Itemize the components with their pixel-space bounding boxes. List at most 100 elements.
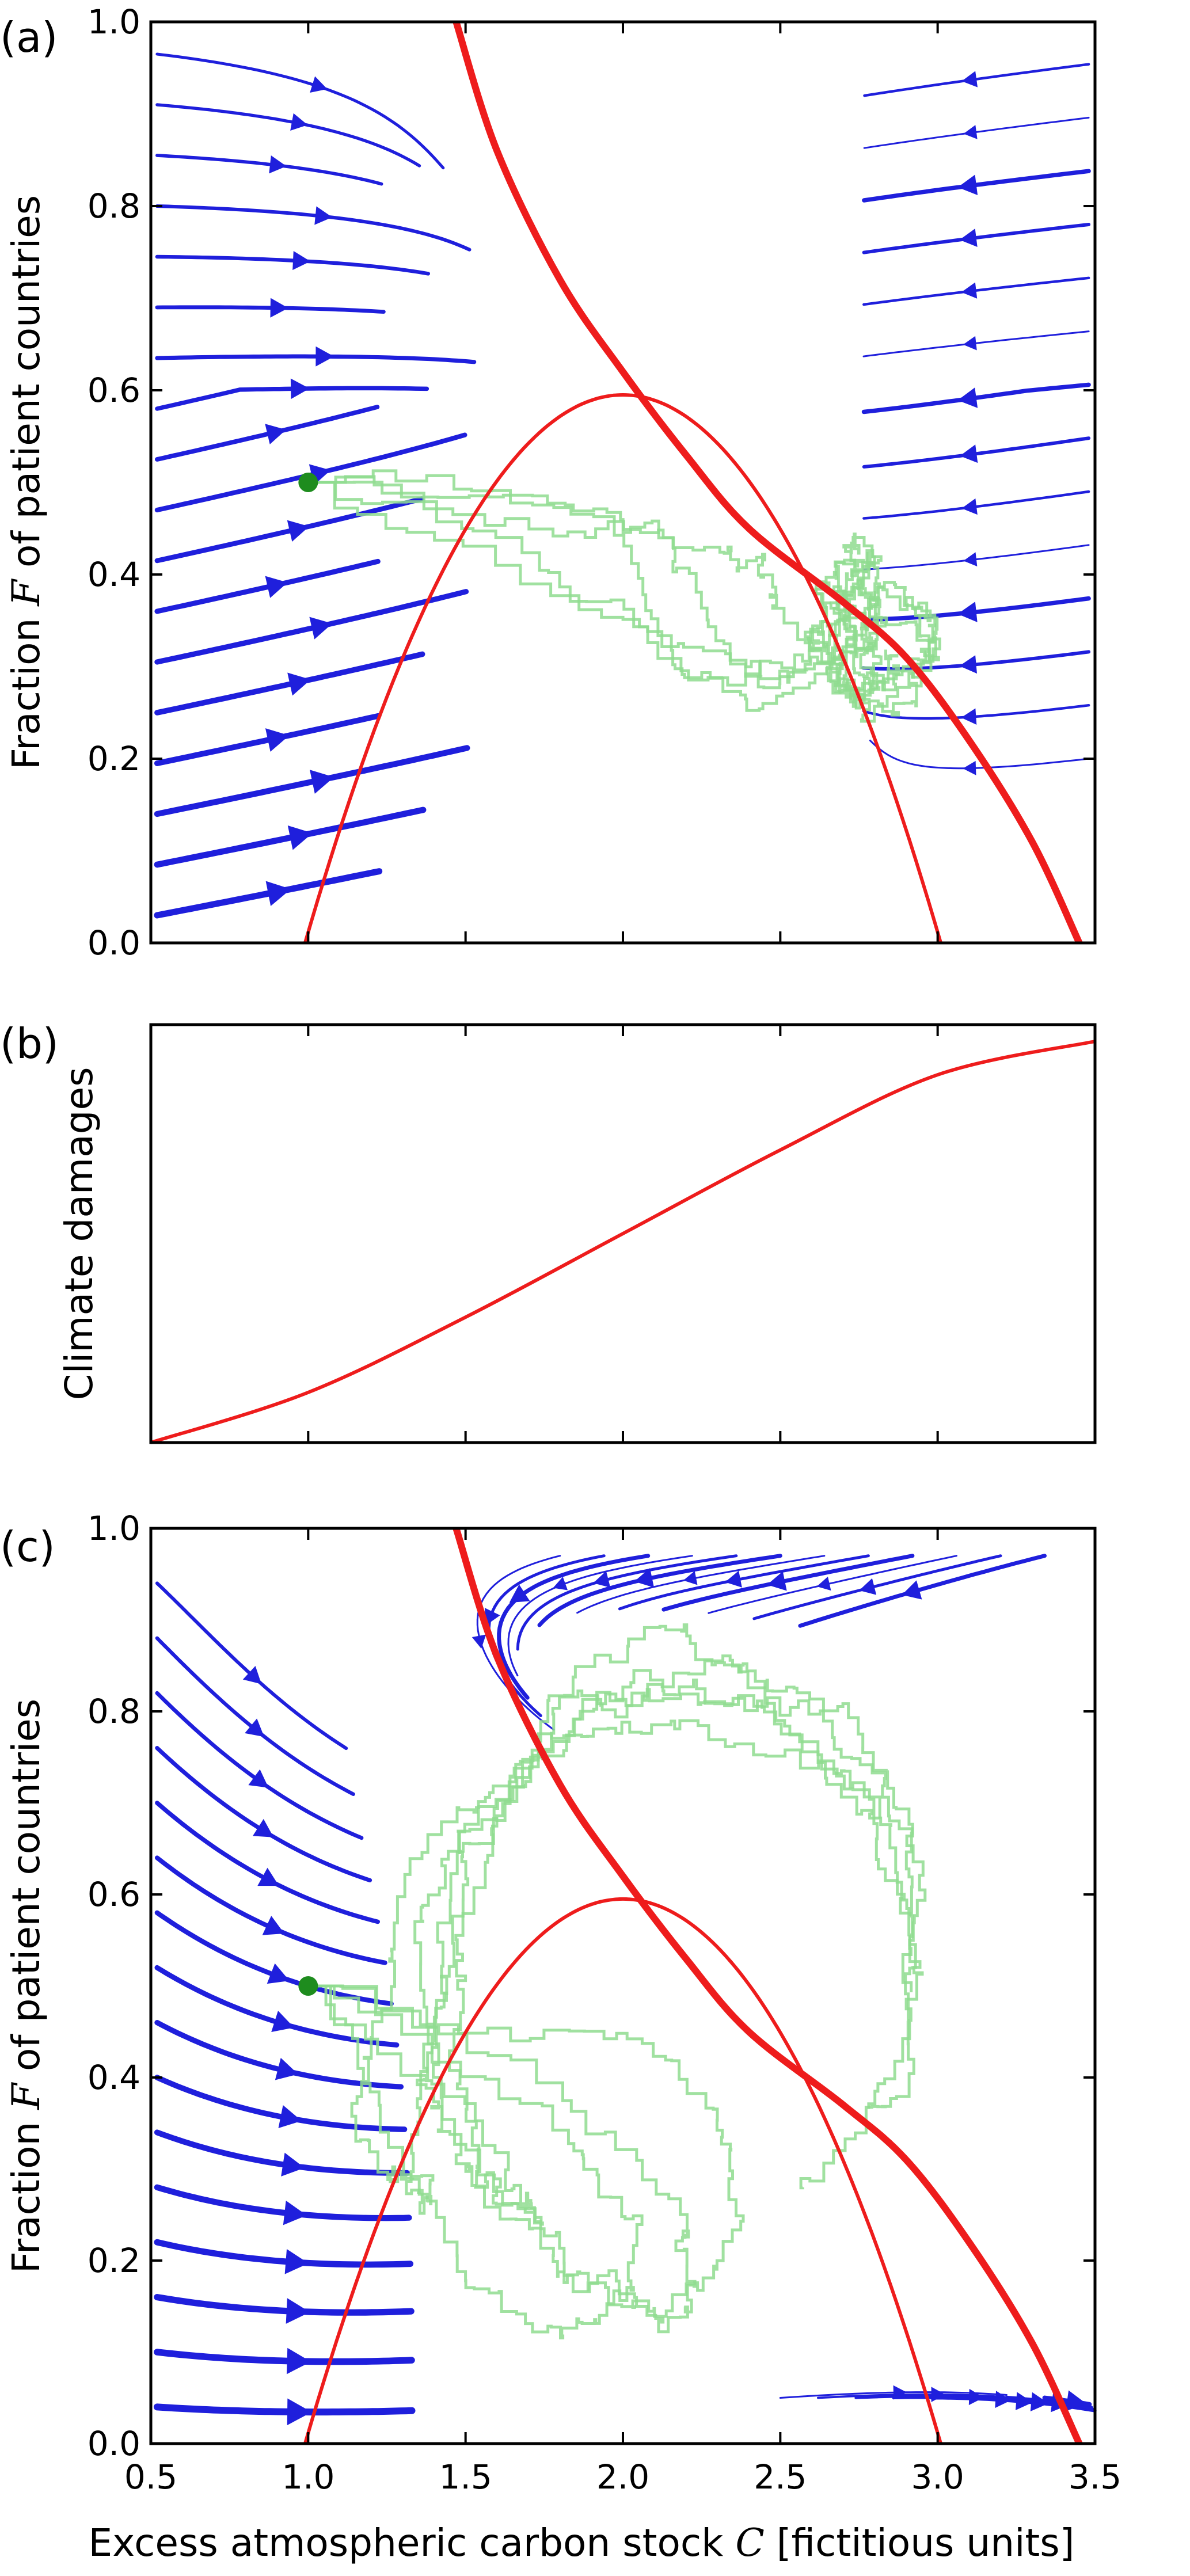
stream-arrow (963, 336, 977, 351)
stream-arrow (287, 825, 313, 850)
streamline (752, 1554, 1002, 1620)
streamline (154, 868, 383, 919)
streamline (155, 1581, 348, 1751)
streamline (154, 713, 382, 766)
streamline (155, 386, 429, 411)
stochastic-trajectory (308, 1654, 924, 2226)
stream-arrow (961, 498, 978, 515)
y-tick-label: 0.8 (88, 1692, 140, 1731)
panel-c-label: (c) (0, 1523, 55, 1571)
stream-arrow (816, 1576, 831, 1591)
stream-arrow (593, 1571, 611, 1588)
panel-a-label: (a) (0, 13, 58, 62)
stream-arrow (959, 229, 978, 247)
stream-arrow (902, 1580, 922, 1600)
streamline (862, 490, 1090, 520)
streamline (154, 2184, 412, 2221)
nullcline-parabola (303, 393, 942, 943)
streamline (862, 223, 1091, 254)
panel-b-label: (b) (0, 1019, 59, 1068)
stream-arrow (509, 1584, 530, 1603)
stream-arrow (265, 728, 290, 752)
y-tick-label: 0.2 (88, 2241, 140, 2280)
streamline (155, 1746, 372, 1882)
damage-line (150, 1040, 1096, 1444)
stream-arrow (309, 617, 333, 640)
stream-arrow (270, 298, 288, 318)
streamline (155, 1636, 355, 1796)
stream-arrow (957, 602, 978, 622)
panel-a-ticks: 0.0 0.2 0.4 0.6 0.8 1.0 (88, 2, 1095, 962)
stream-arrow (961, 71, 978, 87)
stream-arrow (725, 1570, 742, 1588)
stream-arrow (959, 655, 977, 674)
streamline (155, 305, 386, 314)
x-tick-label: 2.0 (596, 2457, 649, 2497)
nullcline-parabola (303, 1897, 942, 2444)
stream-arrow (287, 520, 309, 542)
stream-arrow (257, 1867, 279, 1886)
stream-arrow (262, 1916, 284, 1935)
stream-arrow (290, 113, 308, 131)
y-tick-label: 1.0 (88, 2, 140, 41)
panel-a-streamlines (154, 52, 1091, 919)
panel-a: 0.0 0.2 0.4 0.6 0.8 1.0 (a) Fraction F of pat… (0, 2, 1097, 962)
stream-arrow (963, 552, 978, 566)
stream-arrow (553, 1577, 568, 1591)
panel-b-ticks (307, 1025, 939, 1443)
stream-arrow (265, 576, 288, 598)
y-tick-label: 0.6 (88, 371, 140, 410)
panel-c-trajectories (308, 1623, 927, 2339)
streamline (155, 1801, 380, 1924)
panel-a-nullclines (303, 21, 1083, 945)
stream-arrow (287, 672, 311, 696)
streamline (154, 2020, 404, 2090)
x-tick-label: 2.5 (754, 2457, 807, 2497)
stream-arrow (315, 346, 334, 367)
stream-arrow (275, 2057, 298, 2080)
streamline (154, 2239, 414, 2268)
streamline (863, 63, 1090, 97)
stochastic-trajectory (308, 481, 937, 723)
x-tick-label: 3.5 (1069, 2457, 1121, 2497)
streamline (155, 354, 477, 364)
stream-arrow (859, 1578, 877, 1595)
stream-arrow (265, 881, 291, 906)
stochastic-trajectory (308, 475, 931, 710)
panel-b-ylabel: Climate damages (57, 1067, 101, 1401)
panel-c-xlabel: Excess atmospheric carbon stock C [ficti… (89, 2521, 1075, 2565)
streamline (155, 154, 383, 186)
stream-arrow (248, 1769, 269, 1788)
stream-arrow (245, 1718, 264, 1737)
stream-arrow (957, 174, 978, 195)
streamline (507, 1555, 693, 1677)
stream-arrow (271, 2010, 294, 2033)
streamline (476, 1555, 561, 1731)
streamline (798, 1554, 1047, 1628)
stream-arrow (283, 2200, 307, 2225)
stream-arrow (683, 1570, 698, 1585)
stream-arrow (252, 1818, 274, 1837)
streamline (497, 1554, 651, 1700)
nullcline-decreasing (453, 1527, 1083, 2445)
streamline (516, 1554, 738, 1651)
streamline (618, 1554, 870, 1611)
stream-arrow (269, 155, 287, 174)
streamline (154, 1855, 387, 1965)
nullcline-decreasing (453, 21, 1083, 945)
initial-condition-marker (298, 1976, 318, 1996)
stochastic-trajectory (308, 1688, 927, 2339)
y-tick-label: 0.2 (88, 739, 140, 778)
panel-c-start-point (298, 1976, 318, 1996)
stream-arrow (287, 2398, 312, 2426)
streamline (154, 2349, 415, 2365)
streamline (154, 745, 470, 817)
stream-arrow (310, 76, 328, 93)
stream-arrow (767, 1571, 787, 1591)
stream-arrow (963, 125, 978, 139)
stream-arrow (284, 2248, 309, 2274)
panel-a-start-point (298, 473, 318, 492)
streamline (154, 2294, 415, 2316)
stream-arrow (484, 1608, 500, 1626)
